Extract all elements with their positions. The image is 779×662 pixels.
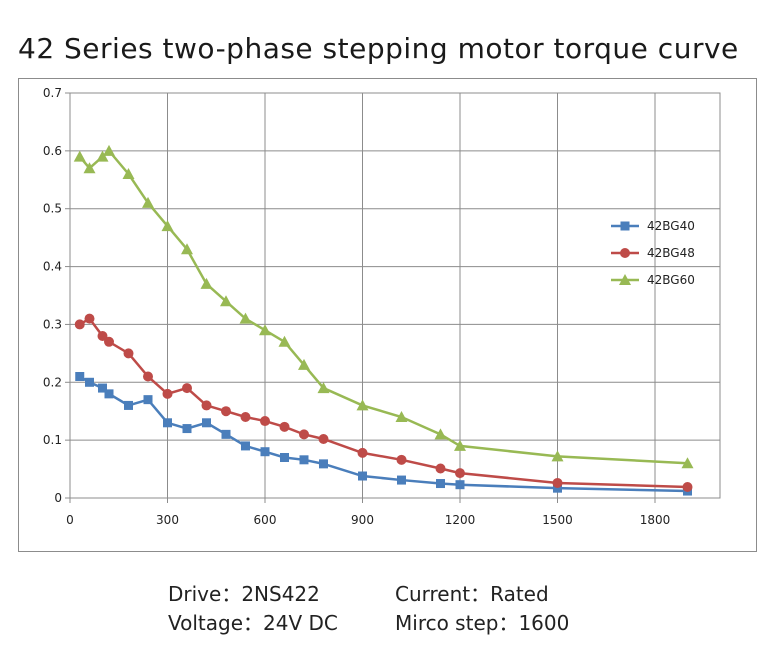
data-point-42BG48 (182, 383, 192, 394)
data-point-42BG40 (553, 483, 562, 493)
data-point-42BG60 (122, 168, 135, 179)
y-tick-label: 0.1 (43, 433, 62, 447)
data-point-42BG40 (98, 383, 107, 393)
y-tick-label: 0.2 (43, 375, 62, 389)
legend-label-42BG40: 42BG40 (647, 219, 695, 233)
data-point-42BG60 (551, 450, 564, 462)
y-tick-label: 0 (54, 491, 62, 505)
data-point-42BG48 (123, 348, 134, 359)
x-tick-label: 1200 (445, 513, 476, 527)
series-line-42BG48 (79, 316, 688, 489)
data-point-42BG48 (260, 416, 270, 427)
y-tick-label: 0.4 (43, 260, 62, 274)
data-point-42BG48 (396, 454, 407, 465)
legend-marker-42BG40 (620, 221, 630, 231)
data-point-42BG48 (201, 400, 212, 411)
data-point-42BG48 (143, 371, 153, 382)
data-point-42BG48 (357, 447, 368, 458)
y-tick-label: 0.3 (43, 317, 62, 331)
data-point-42BG48 (279, 421, 290, 432)
data-point-42BG40 (241, 441, 250, 451)
chart-title: 42 Series two-phase stepping motor torqu… (18, 32, 739, 65)
y-tick-label: 0.6 (43, 144, 62, 158)
data-point-42BG60 (681, 457, 694, 469)
data-point-42BG60 (356, 399, 369, 411)
data-point-42BG48 (162, 388, 173, 399)
y-tick-label: 0.5 (43, 202, 62, 216)
data-point-42BG60 (278, 335, 291, 347)
data-point-42BG60 (83, 162, 96, 174)
data-point-42BG48 (682, 482, 693, 493)
data-point-42BG60 (298, 358, 310, 370)
data-point-42BG48 (552, 477, 563, 488)
data-point-42BG48 (455, 468, 465, 479)
data-point-42BG48 (97, 331, 108, 341)
data-point-42BG60 (96, 150, 109, 162)
x-tick-label: 300 (156, 513, 179, 527)
data-point-42BG60 (220, 295, 232, 307)
data-point-42BG40 (358, 471, 367, 481)
data-point-42BG48 (318, 433, 329, 444)
legend-marker-42BG60 (619, 274, 631, 285)
data-point-42BG40 (221, 429, 231, 439)
data-point-42BG60 (259, 324, 271, 336)
current-spec: Current：Rated (395, 582, 549, 606)
x-tick-label: 900 (351, 513, 374, 527)
data-point-42BG60 (181, 243, 193, 255)
x-tick-label: 0 (66, 513, 74, 527)
x-tick-label: 1800 (640, 513, 671, 527)
data-point-42BG40 (299, 455, 309, 465)
legend-label-42BG48: 42BG48 (647, 246, 695, 260)
data-point-42BG40 (124, 400, 133, 410)
data-point-42BG40 (85, 377, 94, 387)
chart-frame (18, 78, 757, 552)
data-point-42BG40 (202, 418, 211, 428)
data-point-42BG48 (84, 313, 95, 324)
data-point-42BG40 (182, 424, 192, 434)
data-point-42BG40 (163, 418, 172, 428)
data-point-42BG60 (395, 411, 408, 422)
data-point-42BG48 (221, 406, 231, 417)
data-point-42BG48 (240, 412, 251, 422)
data-point-42BG60 (200, 277, 213, 289)
data-point-42BG60 (103, 144, 115, 156)
x-tick-label: 1500 (542, 513, 573, 527)
legend-label-42BG60: 42BG60 (647, 273, 695, 287)
data-point-42BG40 (397, 475, 406, 485)
x-tick-label: 600 (254, 513, 277, 527)
data-point-42BG40 (436, 479, 445, 489)
data-point-42BG60 (161, 220, 174, 232)
data-point-42BG48 (74, 319, 85, 330)
data-point-42BG48 (435, 463, 446, 474)
data-point-42BG60 (73, 150, 86, 162)
data-point-42BG40 (455, 480, 465, 490)
data-point-42BG40 (319, 459, 328, 469)
drive-spec: Drive：2NS422 (168, 582, 320, 606)
microstep-spec: Mirco step：1600 (395, 611, 570, 635)
series-line-42BG60 (78, 149, 688, 465)
data-point-42BG60 (454, 439, 466, 451)
data-point-42BG40 (280, 453, 289, 462)
voltage-spec: Voltage：24V DC (168, 611, 338, 635)
data-point-42BG40 (143, 395, 153, 405)
data-point-42BG60 (434, 428, 447, 440)
data-point-42BG48 (299, 429, 309, 440)
data-point-42BG40 (75, 372, 85, 381)
data-point-42BG40 (104, 389, 114, 399)
data-point-42BG60 (142, 196, 154, 208)
data-point-42BG48 (104, 336, 114, 347)
data-point-42BG60 (317, 382, 330, 394)
data-point-42BG40 (260, 447, 270, 457)
data-point-42BG60 (239, 312, 252, 324)
y-tick-label: 0.7 (43, 86, 62, 100)
legend-marker-42BG48 (620, 248, 630, 258)
